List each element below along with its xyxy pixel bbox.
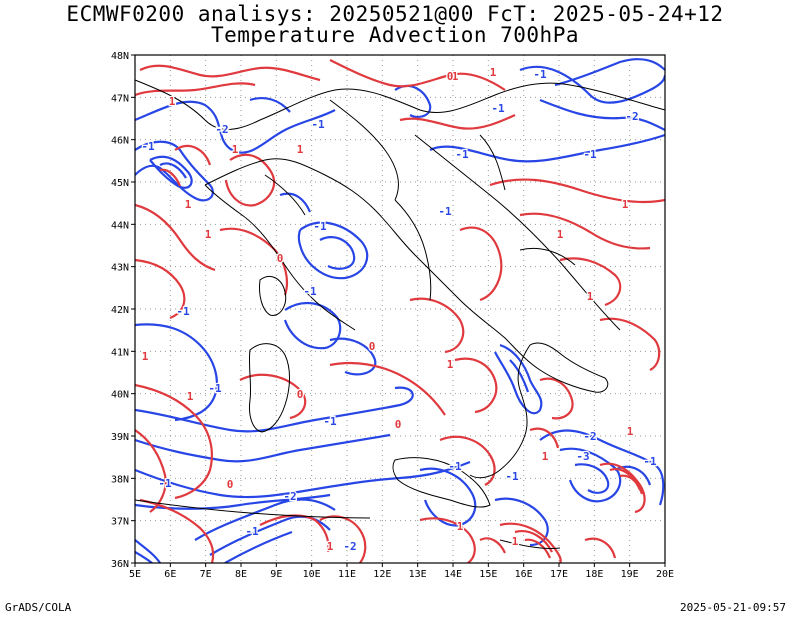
contour-label: 1 xyxy=(327,540,334,553)
contour-label: 1 xyxy=(587,290,594,303)
map-subtitle: Temperature Advection 700hPa xyxy=(210,23,579,47)
lat-tick-label: 39N xyxy=(111,432,129,443)
lat-tick-label: 43N xyxy=(111,263,129,274)
lat-tick-label: 42N xyxy=(111,305,129,316)
contour-labels: -1-1-2 -1-1-1-1-2-1-1-1-1-1-1-1-1-1-2-3-2… xyxy=(140,65,658,555)
lon-tick-label: 12E xyxy=(373,569,391,580)
contour-label: 1 xyxy=(542,450,549,463)
contour-label: 1 xyxy=(447,358,454,371)
contour-label: -1 xyxy=(505,470,519,483)
lon-tick-label: 7E xyxy=(200,569,212,580)
contour-label: 1 xyxy=(185,198,192,211)
contour-label: -2 xyxy=(343,540,356,553)
contour-label: 1 xyxy=(232,143,239,156)
contour-label: 1 xyxy=(512,535,519,548)
footer-timestamp: 2025-05-21-09:57 xyxy=(680,601,786,614)
lon-tick-label: 15E xyxy=(479,569,497,580)
contour-label: -1 xyxy=(215,122,229,135)
lat-tick-label: 38N xyxy=(111,474,129,485)
contour-label: 1 xyxy=(622,198,629,211)
lat-tick-label: 40N xyxy=(111,390,129,401)
positive-contours xyxy=(135,59,665,563)
lon-tick-label: 16E xyxy=(515,569,533,580)
negative-contours xyxy=(135,58,665,563)
contour-label: -1 xyxy=(176,305,190,318)
contour-label: -1 xyxy=(323,415,337,428)
contour-label: 1 xyxy=(457,520,464,533)
contour-label: 1 xyxy=(187,390,194,403)
contour-label: 0 xyxy=(369,340,376,353)
contour-label: -2 xyxy=(583,430,596,443)
contour-label: 0 xyxy=(297,388,304,401)
contour-label: 1 xyxy=(297,143,304,156)
lat-tick-label: 46N xyxy=(111,136,129,147)
map-title: ECMWF0200 analisys: 20250521@00 FcT: 202… xyxy=(66,2,724,26)
footer-credit: GrADS/COLA xyxy=(5,601,72,614)
lon-tick-label: 13E xyxy=(409,569,427,580)
lon-tick-label: 11E xyxy=(338,569,356,580)
contour-label: -1 xyxy=(158,477,172,490)
lon-tick-label: 10E xyxy=(303,569,321,580)
lon-tick-label: 18E xyxy=(585,569,603,580)
contour-label: -1 xyxy=(455,148,469,161)
lat-tick-label: 45N xyxy=(111,178,129,189)
lat-tick-label: 37N xyxy=(111,517,129,528)
contour-label: -1 xyxy=(533,68,547,81)
contour-label: -2 xyxy=(215,123,228,136)
contour-label: -1 xyxy=(311,118,325,131)
contour-label: -1 xyxy=(313,220,327,233)
contour-label: -1 xyxy=(643,455,657,468)
contour-label: 1 xyxy=(557,228,564,241)
contour-label: 0 xyxy=(395,418,402,431)
contour-label: -1 xyxy=(208,382,222,395)
contour-label: -1 xyxy=(438,205,452,218)
lon-tick-label: 14E xyxy=(444,569,462,580)
lat-tick-label: 41N xyxy=(111,347,129,358)
lon-tick-label: 6E xyxy=(164,569,176,580)
lat-tick-label: 48N xyxy=(111,51,129,62)
contour-label: -1 xyxy=(448,460,462,473)
contour-label: -1 xyxy=(141,140,155,153)
contour-label: 1 xyxy=(490,66,497,79)
contour-label: -1 xyxy=(245,525,259,538)
contour-label: 1 xyxy=(142,350,149,363)
lon-tick-label: 5E xyxy=(129,569,141,580)
contour-label: 0 xyxy=(277,252,284,265)
contour-label: 1 xyxy=(627,425,634,438)
contour-label: 0 xyxy=(227,478,234,491)
lon-tick-label: 8E xyxy=(235,569,247,580)
contour-label: -1 xyxy=(303,285,317,298)
contour-label: 0 xyxy=(447,70,454,83)
contour-label: 1 xyxy=(205,228,212,241)
lat-tick-label: 36N xyxy=(111,559,129,570)
lat-tick-label: 44N xyxy=(111,220,129,231)
axis-ticks: 5E 6E 7E 8E 9E 10E 11E 12E 13E 14E 15E 16E 17E 18E 19E… xyxy=(111,51,674,580)
contour-label: -3 xyxy=(576,450,589,463)
lon-tick-label: 9E xyxy=(270,569,282,580)
lon-tick-label: 19E xyxy=(621,569,639,580)
coastlines xyxy=(134,79,666,549)
contour-label: -1 xyxy=(491,102,505,115)
lon-tick-label: 20E xyxy=(656,569,674,580)
lat-tick-label: 47N xyxy=(111,93,129,104)
contour-label: -2 xyxy=(283,490,296,503)
contour-label: 1 xyxy=(452,70,459,83)
contour-label: 1 xyxy=(169,95,176,108)
lon-tick-label: 17E xyxy=(550,569,568,580)
contour-label: -1 xyxy=(583,148,597,161)
contour-label: -2 xyxy=(625,110,638,123)
